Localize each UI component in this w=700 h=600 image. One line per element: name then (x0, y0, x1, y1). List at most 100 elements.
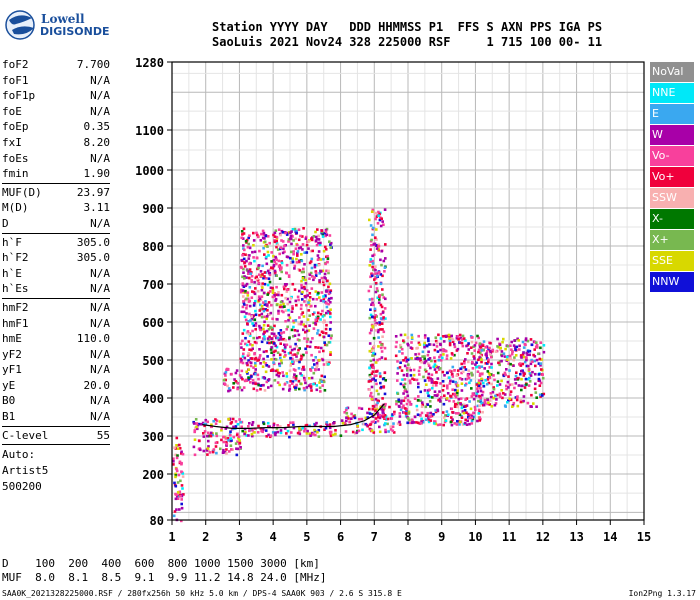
echo-point (287, 313, 290, 317)
echo-point (250, 375, 253, 378)
echo-point (371, 404, 375, 408)
echo-point (368, 407, 371, 411)
echo-point (305, 351, 308, 354)
echo-point (266, 309, 269, 312)
echo-point (504, 347, 507, 351)
echo-point (295, 229, 298, 233)
echo-point (494, 402, 498, 405)
echo-point (437, 398, 440, 402)
echo-point (485, 352, 488, 355)
echo-point (240, 369, 244, 373)
echo-point (419, 390, 422, 394)
echo-point (381, 328, 384, 331)
echo-point (529, 338, 533, 341)
echo-point (318, 381, 321, 384)
echo-point (263, 291, 266, 295)
echo-point (291, 360, 294, 364)
echo-point (175, 444, 178, 447)
echo-point (295, 383, 298, 387)
echo-point (280, 361, 283, 365)
param-value: N/A (90, 266, 110, 280)
echo-point (480, 360, 483, 364)
echo-point (242, 244, 245, 247)
echo-point (195, 422, 199, 425)
echo-point (500, 379, 503, 383)
echo-point (297, 367, 301, 370)
echo-point (253, 318, 256, 321)
echo-point (243, 427, 247, 431)
echo-point (180, 452, 183, 455)
echo-point (383, 208, 387, 211)
echo-point (500, 354, 504, 358)
echo-point (329, 312, 332, 315)
echo-point (437, 358, 441, 362)
echo-point (429, 411, 433, 415)
echo-point (259, 427, 263, 430)
echo-point (464, 358, 467, 361)
echo-point (225, 452, 228, 455)
param-label: M(D) (2, 201, 29, 215)
echo-point (368, 298, 372, 301)
echo-point (275, 373, 279, 377)
echo-point (403, 389, 407, 393)
echo-point (542, 392, 546, 396)
echo-point (305, 340, 309, 343)
echo-point (302, 267, 305, 271)
echo-point (371, 208, 375, 212)
echo-point (419, 422, 423, 425)
x-tick-label: 13 (569, 530, 583, 544)
param-value: 1.90 (83, 167, 111, 181)
echo-point (404, 356, 408, 359)
echo-point (409, 381, 412, 385)
echo-point (377, 272, 381, 275)
echo-point (254, 299, 257, 303)
echo-point (465, 411, 468, 414)
echo-point (180, 493, 183, 497)
echo-point (378, 372, 382, 375)
echo-point (478, 372, 482, 376)
echo-point (287, 308, 290, 312)
echo-point (273, 240, 277, 244)
echo-point (369, 258, 373, 261)
echo-point (428, 395, 432, 399)
echo-point (251, 421, 255, 424)
echo-point (485, 354, 488, 358)
echo-point (396, 366, 400, 370)
echo-point (205, 449, 209, 452)
echo-point (494, 394, 497, 398)
echo-point (251, 347, 254, 350)
echo-point (254, 361, 257, 365)
echo-point (260, 295, 264, 298)
echo-point (380, 249, 383, 253)
echo-point (377, 345, 380, 348)
echo-point (329, 321, 332, 324)
echo-point (227, 387, 231, 390)
echo-point (484, 362, 488, 365)
echo-point (374, 265, 377, 268)
echo-point (374, 290, 378, 294)
echo-point (290, 230, 293, 233)
echo-point (311, 337, 314, 340)
echo-point (275, 293, 279, 296)
echo-point (435, 384, 438, 387)
echo-point (288, 389, 291, 392)
echo-point (301, 298, 304, 301)
echo-point (266, 337, 270, 340)
echo-point (227, 389, 230, 393)
param-row: h`Es N/A (2, 281, 110, 297)
echo-point (400, 369, 404, 372)
echo-point (477, 348, 481, 352)
echo-point (285, 290, 289, 293)
echo-point (259, 384, 263, 387)
echo-point (399, 408, 403, 412)
echo-point (241, 283, 245, 287)
echo-point (244, 239, 248, 243)
echo-point (253, 292, 257, 296)
echo-point (374, 272, 377, 275)
echo-point (507, 362, 511, 365)
echo-point (486, 370, 490, 373)
echo-point (245, 378, 248, 382)
echo-point (296, 250, 300, 253)
echo-point (531, 370, 534, 374)
echo-point (377, 210, 380, 214)
